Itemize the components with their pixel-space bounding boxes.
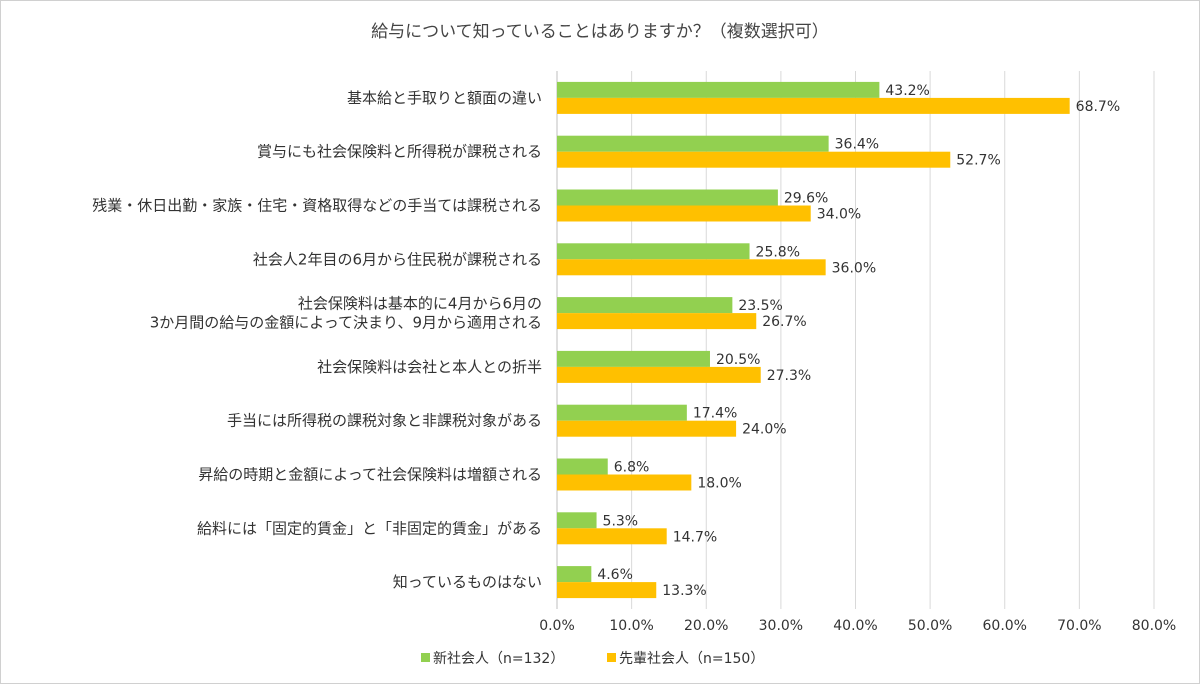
x-tick-label: 40.0% bbox=[833, 618, 877, 634]
x-tick-label: 60.0% bbox=[983, 618, 1027, 634]
data-label: 25.8% bbox=[756, 244, 800, 260]
bar-senior bbox=[557, 528, 667, 545]
bar-senior bbox=[557, 151, 951, 168]
bars: 43.2% 68.7% 36.4% 52.7% 29.6%34.0% 25.8% 36.0%… bbox=[557, 81, 1120, 599]
bar-senior bbox=[557, 205, 811, 222]
x-tick-label: 30.0% bbox=[759, 618, 803, 634]
data-label: 18.0% bbox=[697, 476, 741, 492]
x-tick-label: 20.0% bbox=[684, 618, 728, 634]
category-label: 社会保険料は会社と本人との折半 bbox=[317, 358, 542, 376]
data-label: 13.3% bbox=[662, 583, 706, 599]
category-label: 昇給の時期と金額によって社会保険料は増額される bbox=[198, 466, 542, 484]
bar-senior bbox=[557, 420, 737, 437]
bar-new bbox=[557, 458, 608, 475]
data-label: 29.6% bbox=[784, 191, 828, 207]
bar-new bbox=[557, 297, 733, 314]
data-label: 27.3% bbox=[767, 368, 811, 384]
bar-senior bbox=[557, 582, 657, 599]
data-label: 24.0% bbox=[742, 422, 786, 438]
data-label: 68.7% bbox=[1076, 99, 1120, 115]
data-label: 26.7% bbox=[762, 314, 806, 330]
data-label: 23.5% bbox=[738, 298, 782, 314]
data-label: 52.7% bbox=[956, 153, 1000, 169]
category-label: 賞与にも社会保険料と所得税が課税される bbox=[257, 143, 542, 161]
bar-new bbox=[557, 404, 687, 421]
bar-new bbox=[557, 512, 597, 529]
category-label: 社会人2年目の6月から住民税が課税される bbox=[253, 250, 542, 268]
category-label: 給料には「固定的賃金」と「非固定的賃金」がある bbox=[197, 519, 542, 537]
data-label: 43.2% bbox=[885, 83, 929, 99]
bar-new bbox=[557, 350, 710, 367]
data-label: 5.3% bbox=[603, 513, 639, 529]
data-label: 6.8% bbox=[614, 460, 650, 476]
category-label: 基本給と手取りと額面の違い bbox=[347, 89, 542, 107]
x-axis-ticks: 0.0% 10.0% 20.0% 30.0% 40.0% 50.0% 60.0% 70.0% 8… bbox=[539, 618, 1176, 634]
legend-label: 新社会人（n=132） bbox=[433, 651, 564, 667]
bar-new bbox=[557, 135, 829, 152]
category-label: 残業・休日出勤・家族・住宅・資格取得などの手当ては課税される bbox=[92, 197, 542, 215]
bar-senior bbox=[557, 97, 1070, 114]
x-tick-label: 10.0% bbox=[609, 618, 653, 634]
legend-label: 先輩社会人（n=150） bbox=[619, 651, 764, 667]
data-label: 17.4% bbox=[693, 406, 737, 422]
category-label: 知っているものはない bbox=[393, 573, 542, 591]
legend-swatch bbox=[421, 653, 430, 662]
data-label: 34.0% bbox=[817, 207, 861, 223]
data-label: 36.0% bbox=[832, 260, 876, 276]
bar-senior bbox=[557, 474, 692, 491]
bar-new bbox=[557, 243, 750, 260]
category-label: 3か月間の給与の金額によって決まり、9月から適用される bbox=[150, 314, 542, 332]
bar-senior bbox=[557, 366, 761, 383]
chart-title: 給与について知っていることはありますか？（複数選択可） bbox=[371, 22, 829, 42]
bar-senior bbox=[557, 313, 757, 330]
legend: 新社会人（n=132） 先輩社会人（n=150） bbox=[421, 651, 764, 667]
legend-swatch bbox=[607, 653, 616, 662]
bar-new bbox=[557, 566, 592, 583]
x-tick-label: 50.0% bbox=[908, 618, 952, 634]
category-labels: 基本給と手取りと額面の違い賞与にも社会保険料と所得税が課税される残業・休日出勤・… bbox=[92, 89, 542, 591]
x-tick-label: 80.0% bbox=[1132, 618, 1176, 634]
category-label: 社会保険料は基本的に4月から6月の bbox=[298, 295, 542, 313]
data-label: 20.5% bbox=[716, 352, 760, 368]
bar-senior bbox=[557, 259, 826, 276]
bar-new bbox=[557, 81, 880, 98]
bar-new bbox=[557, 189, 778, 206]
data-label: 14.7% bbox=[673, 529, 717, 545]
x-tick-label: 0.0% bbox=[539, 618, 575, 634]
x-tick-label: 70.0% bbox=[1057, 618, 1101, 634]
data-label: 4.6% bbox=[597, 567, 633, 583]
data-label: 36.4% bbox=[835, 137, 879, 153]
category-label: 手当には所得税の課税対象と非課税対象がある bbox=[227, 412, 542, 430]
